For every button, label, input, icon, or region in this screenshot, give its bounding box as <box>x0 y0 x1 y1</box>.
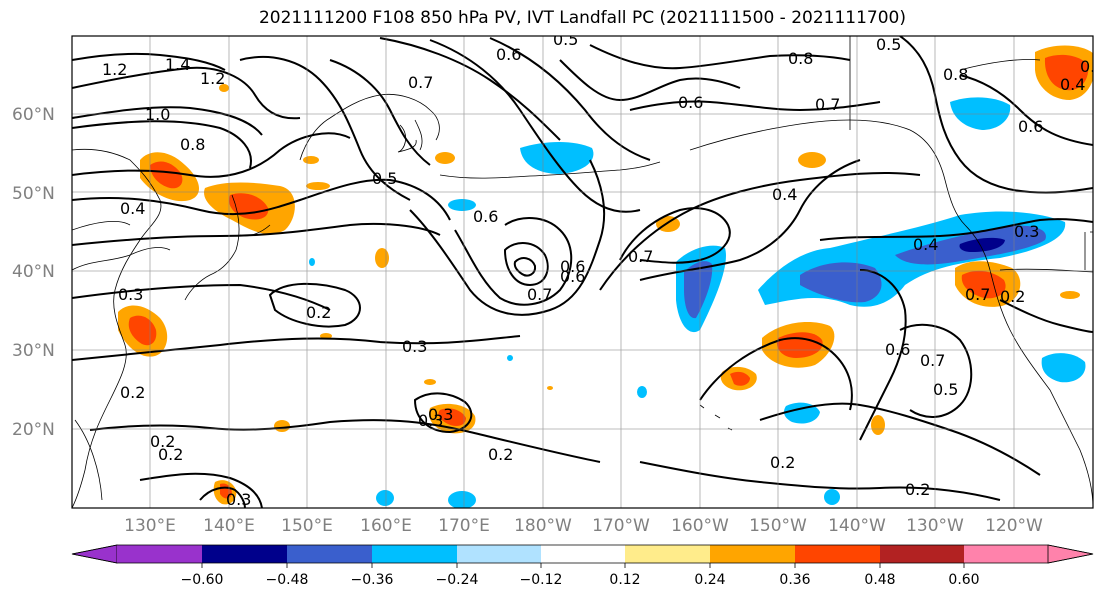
lon-label: 160°W <box>671 516 729 536</box>
map-title: 2021111200 F108 850 hPa PV, IVT Landfall… <box>258 8 906 28</box>
colorbar-tick-label: −0.12 <box>520 572 563 588</box>
contour-label: 1.2 <box>200 69 225 88</box>
lat-label: 60°N <box>12 105 55 125</box>
map-border <box>71 35 1094 509</box>
contour-label: 0.7 <box>965 285 990 304</box>
colorbar-extend-max <box>1047 544 1094 564</box>
contour-label: 0.2 <box>488 445 513 464</box>
colorbar-segment <box>795 545 880 563</box>
contour-label: 0.4 <box>913 235 938 254</box>
colorbar-tick-label: 0.36 <box>779 572 810 588</box>
colorbar-segment <box>710 545 795 563</box>
contour-label: 0.6 <box>885 340 910 359</box>
lon-label: 140°E <box>203 516 255 536</box>
contour-label: 0.8 <box>788 49 813 68</box>
contour-label: 0.3 <box>1014 222 1039 241</box>
colorbar-tick-label: 0.48 <box>864 572 895 588</box>
lat-label: 50°N <box>12 184 55 204</box>
colorbar-tick-label: −0.36 <box>351 572 394 588</box>
contour-label: 0.2 <box>120 383 145 402</box>
contour-label: 0.2 <box>770 453 795 472</box>
contour-label: 0.3 <box>402 337 427 356</box>
contour-label: 1.2 <box>102 60 127 79</box>
contour-label: 0.5 <box>876 35 901 54</box>
contour-label: 0.5 <box>553 30 578 49</box>
contour-label: 0.8 <box>943 65 968 84</box>
colorbar-segment <box>625 545 710 563</box>
contour-label: 0.2 <box>306 303 331 322</box>
contour-label: 0.2 <box>158 445 183 464</box>
colorbar-segment <box>117 545 202 563</box>
contour-label: 0.4 <box>772 185 797 204</box>
shading-negative <box>309 97 1086 508</box>
contour-label: 0.5 <box>372 169 397 188</box>
lon-label: 150°W <box>749 516 807 536</box>
contour-label: 0.7 <box>815 95 840 114</box>
contour-label: 0.7 <box>408 73 433 92</box>
contour-label: 0.6 <box>560 257 585 276</box>
contour-label: 0.4 <box>120 199 145 218</box>
contour-label: 1.0 <box>145 105 170 124</box>
lon-label: 150°E <box>281 516 333 536</box>
coastlines <box>72 36 1093 508</box>
contour-label: 0.5 <box>1080 57 1105 76</box>
longitude-labels: 130°E 140°E 150°E 160°E 170°E 180°W 170°… <box>124 516 1043 536</box>
colorbar-tick-label: −0.48 <box>266 572 309 588</box>
lon-label: 180°W <box>514 516 572 536</box>
colorbar-extend-min <box>71 544 118 564</box>
latitude-labels: 60°N 50°N 40°N 30°N 20°N <box>12 105 55 440</box>
contour-label: 0.6 <box>473 207 498 226</box>
lat-label: 20°N <box>12 420 55 440</box>
contour-labels: 1.2 1.4 1.2 1.0 0.8 0.6 0.5 0.7 0.5 0.6 … <box>102 30 1105 509</box>
colorbar-segment <box>287 545 372 563</box>
contour-label: 0.7 <box>628 247 653 266</box>
lon-label: 130°W <box>906 516 964 536</box>
contour-label: 0.6 <box>560 267 585 286</box>
colorbar-tick-label: 0.24 <box>694 572 725 588</box>
contour-label: 0.8 <box>180 135 205 154</box>
contour-label: 0.3 <box>418 411 443 430</box>
colorbar-tick-label: −0.60 <box>181 572 224 588</box>
lon-label: 160°E <box>360 516 412 536</box>
contour-label: 0.2 <box>1000 287 1025 306</box>
lon-label: 130°E <box>124 516 176 536</box>
contour-label: 0.2 <box>905 480 930 499</box>
colorbar-tick-label: 0.60 <box>948 572 979 588</box>
lon-label: 120°W <box>985 516 1043 536</box>
contour-label: 0.6 <box>678 93 703 112</box>
pv-contours <box>72 36 1093 508</box>
colorbar-ticks <box>201 563 965 568</box>
colorbar-segment <box>202 545 287 563</box>
colorbar-tick-label: 0.12 <box>609 572 640 588</box>
contour-label: 0.6 <box>1018 117 1043 136</box>
contour-label: 0.6 <box>496 45 521 64</box>
gridlines <box>72 36 1093 508</box>
lon-label: 170°W <box>592 516 650 536</box>
contour-label: 1.4 <box>165 55 190 74</box>
contour-label: 0.2 <box>150 432 175 451</box>
lat-label: 30°N <box>12 341 55 361</box>
colorbar-segment <box>964 545 1048 563</box>
lon-label: 140°W <box>828 516 886 536</box>
contour-label: 0.3 <box>428 405 453 424</box>
colorbar-tick-label: −0.24 <box>436 572 479 588</box>
colorbar-segment <box>880 545 964 563</box>
contour-label: 0.4 <box>1060 75 1085 94</box>
contour-label: 0.7 <box>527 285 552 304</box>
contour-label: 0.3 <box>226 490 251 509</box>
lon-label: 170°E <box>438 516 490 536</box>
lat-label: 40°N <box>12 262 55 282</box>
contour-label: 0.7 <box>920 351 945 370</box>
colorbar: −0.60 −0.48 −0.36 −0.24 −0.12 0.12 0.24 … <box>71 544 1094 588</box>
contour-label: 0.3 <box>118 285 143 304</box>
colorbar-segment <box>541 545 625 563</box>
contour-label: 0.5 <box>933 380 958 399</box>
colorbar-segment <box>372 545 457 563</box>
colorbar-segment <box>457 545 541 563</box>
